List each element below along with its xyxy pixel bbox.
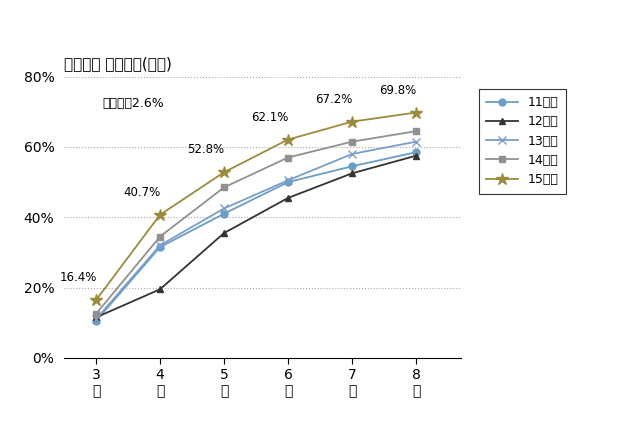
14年卒	[348, 139, 356, 144]
12年卒	[156, 287, 164, 292]
14年卒	[412, 129, 420, 134]
13年卒	[92, 317, 100, 322]
15年卒	[156, 212, 164, 217]
13年卒	[284, 178, 292, 183]
Text: 40.7%: 40.7%	[124, 186, 161, 199]
13年卒	[220, 206, 228, 211]
11年卒	[156, 245, 164, 250]
13年卒	[156, 243, 164, 248]
Text: 内々定率 年度比較(全体): 内々定率 年度比較(全体)	[64, 56, 172, 71]
14年卒	[284, 155, 292, 160]
13年卒	[348, 151, 356, 156]
Line: 11年卒: 11年卒	[93, 149, 419, 325]
11年卒	[220, 211, 228, 216]
12年卒	[92, 315, 100, 320]
Text: 前月比＋2.6%: 前月比＋2.6%	[102, 97, 164, 109]
12年卒	[348, 171, 356, 176]
11年卒	[348, 164, 356, 169]
Text: 16.4%: 16.4%	[60, 271, 97, 285]
Text: 62.1%: 62.1%	[252, 111, 289, 124]
12年卒	[412, 153, 420, 158]
15年卒	[92, 298, 100, 303]
11年卒	[412, 150, 420, 155]
Line: 12年卒: 12年卒	[93, 152, 419, 321]
Text: 67.2%: 67.2%	[316, 93, 353, 106]
Legend: 11年卒, 12年卒, 13年卒, 14年卒, 15年卒: 11年卒, 12年卒, 13年卒, 14年卒, 15年卒	[479, 89, 566, 193]
11年卒	[92, 318, 100, 323]
12年卒	[284, 196, 292, 201]
11年卒	[284, 180, 292, 185]
12年卒	[220, 230, 228, 236]
Line: 14年卒: 14年卒	[93, 128, 419, 317]
14年卒	[92, 311, 100, 317]
Text: 52.8%: 52.8%	[188, 144, 225, 156]
13年卒	[412, 139, 420, 144]
Line: 15年卒: 15年卒	[90, 106, 422, 306]
Line: 13年卒: 13年卒	[92, 138, 420, 323]
15年卒	[220, 170, 228, 175]
15年卒	[348, 119, 356, 124]
14年卒	[220, 185, 228, 190]
Text: 69.8%: 69.8%	[380, 84, 417, 97]
14年卒	[156, 234, 164, 239]
15年卒	[284, 137, 292, 142]
15年卒	[412, 110, 420, 115]
